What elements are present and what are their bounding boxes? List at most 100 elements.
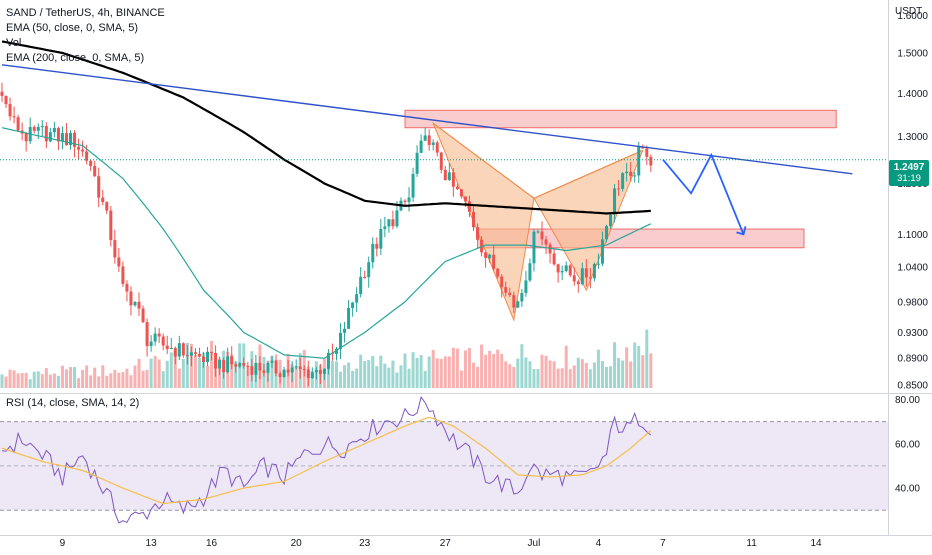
volume-bar: [36, 371, 40, 388]
price-tick-label: 1.0400: [897, 263, 928, 274]
rsi-legend[interactable]: RSI (14, close, SMA, 14, 2): [6, 397, 140, 409]
volume-bar: [484, 354, 488, 388]
symbol-title[interactable]: SAND / TetherUS, 4h, BINANCE: [6, 7, 165, 19]
volume-bar: [411, 352, 415, 388]
candle-body: [625, 171, 629, 174]
volume-bar: [177, 368, 181, 388]
candle-body: [359, 276, 363, 295]
volume-bar: [629, 361, 633, 388]
candle-body: [109, 210, 113, 241]
volume-bar: [185, 342, 189, 388]
price-axis-unit: USDT: [895, 6, 923, 17]
volume-bar: [89, 375, 93, 388]
volume-bar: [645, 329, 649, 388]
candle-body: [355, 294, 359, 303]
volume-bar: [512, 367, 516, 388]
candle-body: [613, 188, 617, 215]
candle-body: [210, 351, 214, 353]
candle-body: [137, 301, 141, 309]
volume-bar: [617, 357, 621, 388]
volume-bar: [4, 376, 8, 388]
last-price-value: 1.2497: [893, 162, 925, 173]
volume-bar: [496, 349, 500, 388]
candle-body: [363, 276, 367, 278]
candle-body: [544, 239, 548, 245]
candle-body: [230, 356, 234, 365]
candle-body: [536, 231, 540, 233]
candle-body: [129, 291, 133, 306]
projection-path: [662, 152, 745, 235]
volume-bar: [379, 355, 383, 388]
volume-bar: [157, 359, 161, 388]
candle-body: [403, 200, 407, 202]
candle-body: [419, 140, 423, 153]
candle-body: [548, 244, 552, 254]
candle-body: [528, 263, 532, 281]
ema50-legend[interactable]: EMA (50, close, 0, SMA, 5): [6, 22, 139, 34]
candle-body: [274, 360, 278, 374]
volume-bar: [427, 356, 431, 388]
candle-body: [439, 152, 443, 170]
volume-bar: [488, 350, 492, 388]
candle-body: [149, 341, 153, 347]
time-tick-label: 11: [746, 538, 757, 549]
volume-bar: [359, 354, 363, 388]
candle-body: [60, 133, 64, 142]
candle-body: [282, 369, 286, 378]
candle-body: [133, 301, 137, 306]
candle-body: [588, 277, 592, 279]
price-tick-label: 0.8900: [897, 354, 928, 365]
volume-bar: [508, 364, 512, 388]
candle-body: [113, 240, 117, 258]
candle-body: [157, 333, 161, 337]
candle-body: [633, 175, 637, 177]
candle-body: [621, 173, 625, 189]
chart-legend: SAND / TetherUS, 4h, BINANCE EMA (50, cl…: [6, 6, 165, 66]
rsi-ma-line: [1, 416, 652, 505]
volume-bar: [649, 353, 653, 388]
candle-body: [153, 333, 157, 342]
volume-bar: [64, 369, 68, 388]
candle-body: [347, 308, 351, 329]
candle-body: [173, 347, 177, 357]
candle-body: [189, 352, 193, 356]
volume-bar: [467, 347, 471, 388]
candle-body: [4, 95, 8, 105]
volume-bar: [528, 361, 532, 388]
candle-body: [484, 252, 488, 259]
candle-body: [552, 253, 556, 265]
candle-body: [564, 265, 568, 272]
time-tick-label: Jul: [528, 538, 541, 549]
candle-body: [596, 263, 600, 265]
price-tick-label: 0.9800: [897, 297, 928, 308]
candle-body: [165, 345, 169, 350]
candle-body: [314, 370, 318, 373]
volume-bar: [173, 352, 177, 388]
ema200-legend[interactable]: EMA (200, close, 0, SMA, 5): [6, 52, 145, 64]
volume-bar: [97, 376, 101, 388]
candle-body: [69, 132, 73, 146]
candle-body: [334, 348, 338, 354]
volume-bar: [435, 358, 439, 388]
candle-body: [8, 104, 12, 117]
volume-legend[interactable]: Vol: [6, 37, 22, 49]
volume-bar: [93, 367, 97, 388]
volume-bar: [431, 349, 435, 388]
volume-bar: [193, 354, 197, 388]
volume-bar: [246, 366, 250, 388]
candle-body: [600, 239, 604, 264]
volume-bar: [407, 368, 411, 388]
volume-bar: [500, 353, 504, 388]
time-tick-label: 16: [206, 538, 218, 549]
volume-bar: [544, 355, 548, 388]
candle-body: [524, 280, 528, 293]
volume-bar: [117, 372, 121, 388]
harmonic-leg: [432, 122, 535, 199]
candle-body: [556, 264, 560, 273]
volume-bar: [351, 370, 355, 388]
candle-body: [117, 257, 121, 267]
candle-body: [367, 262, 371, 278]
candle-body: [508, 292, 512, 296]
